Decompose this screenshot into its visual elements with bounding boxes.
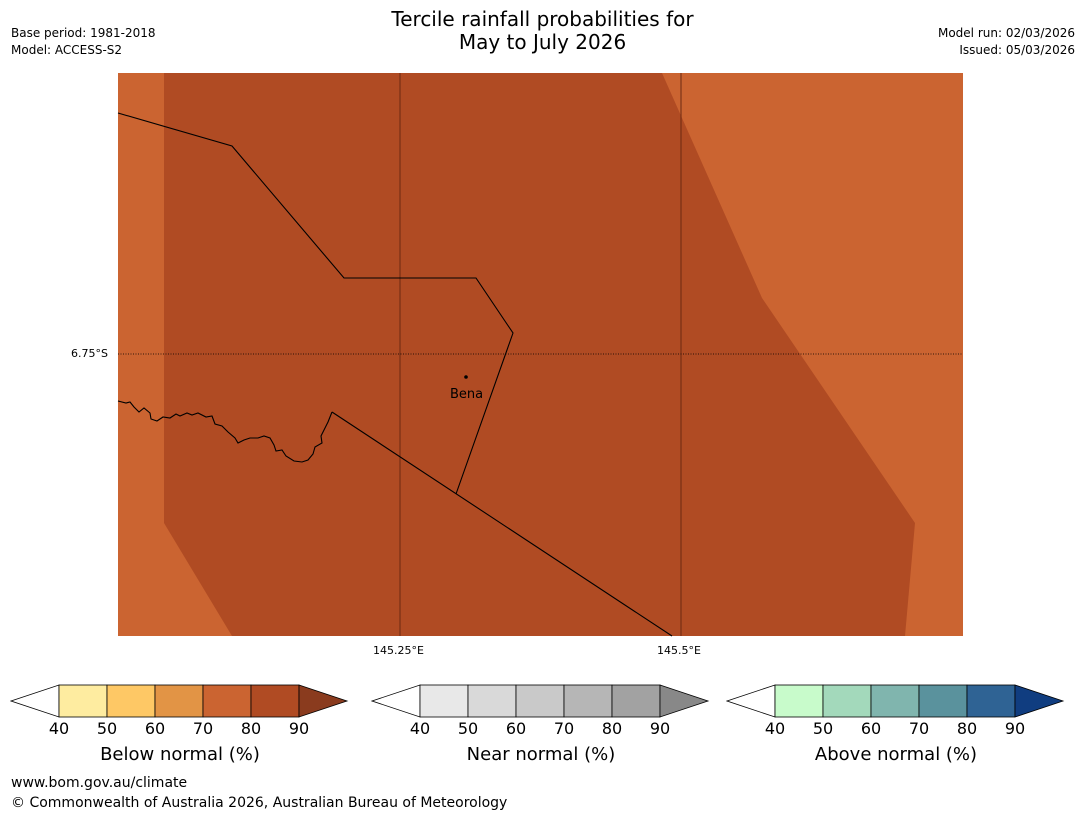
colorbar-above-normal-extend-low	[726, 684, 776, 718]
colorbar-below-normal-tick: 60	[144, 719, 166, 738]
colorbar-above-normal-label: Above normal (%)	[814, 744, 978, 765]
colorbar-below-normal-swatches	[10, 684, 349, 718]
colorbar-above-normal-tick: 40	[764, 719, 786, 738]
issued-date: Issued: 05/03/2026	[959, 43, 1075, 57]
latitude-label: 6.75°S	[71, 347, 108, 360]
colorbar-below-normal-tick: 80	[240, 719, 262, 738]
province-border-south	[331, 411, 673, 637]
colorbar-below-normal-tick: 90	[288, 719, 310, 738]
colorbar-near-normal-extend-high	[659, 684, 710, 718]
colorbar-below-normal-extend-low	[10, 684, 60, 718]
province-border	[117, 112, 514, 495]
colorbar-near-normal-tick: 60	[505, 719, 527, 738]
colorbar-near-normal-label: Near normal (%)	[466, 744, 616, 765]
colorbar-above-normal-segment	[966, 684, 1016, 718]
colorbar-below-normal-segment	[58, 684, 108, 718]
colorbar-above-normal-extend-high	[1014, 684, 1065, 718]
colorbar-near-normal-tick: 80	[601, 719, 623, 738]
colorbar-above-normal-tick: 60	[860, 719, 882, 738]
colorbar-near-normal-tick: 50	[457, 719, 479, 738]
colorbar-below-normal-tick: 70	[192, 719, 214, 738]
colorbar-above-normal: Above normal (%) 40 50 60 70 80 90	[726, 684, 1066, 774]
colorbar-near-normal-segment	[419, 684, 469, 718]
colorbar-above-normal-tick: 80	[956, 719, 978, 738]
colorbar-above-normal-segment	[918, 684, 968, 718]
place-label-bena: Bena	[450, 387, 484, 402]
title-line-1: Tercile rainfall probabilities for	[391, 7, 694, 31]
footer-copyright: © Commonwealth of Australia 2026, Austra…	[11, 795, 508, 811]
colorbar-near-normal-segment	[611, 684, 661, 718]
colorbar-above-normal-swatches	[726, 684, 1065, 718]
colorbar-above-normal-tick: 70	[908, 719, 930, 738]
longitude-label-145-25: 145.25°E	[373, 644, 424, 657]
page-title: Tercile rainfall probabilities for May t…	[0, 8, 1085, 54]
meta-right: Model run: 02/03/2026 Issued: 05/03/2026	[938, 25, 1075, 59]
colorbar-below-normal-segment	[106, 684, 156, 718]
bena-marker	[464, 375, 468, 379]
colorbar-near-normal-segment	[515, 684, 565, 718]
colorbar-near-normal-tick: 40	[409, 719, 431, 738]
colorbar-above-normal-tick: 90	[1004, 719, 1026, 738]
model-name: Model: ACCESS-S2	[11, 43, 123, 57]
river-border	[117, 400, 333, 463]
colorbar-below-normal-label: Below normal (%)	[100, 744, 260, 765]
meta-left: Base period: 1981-2018 Model: ACCESS-S2	[11, 25, 156, 59]
title-line-2: May to July 2026	[458, 30, 627, 54]
colorbar-below-normal-tick: 40	[48, 719, 70, 738]
colorbar-below-normal-tick: 50	[96, 719, 118, 738]
colorbar-near-normal-segment	[563, 684, 613, 718]
colorbar-below-normal-segment	[250, 684, 300, 718]
probability-map	[117, 73, 963, 637]
colorbar-near-normal: Near normal (%) 40 50 60 70 80 90	[371, 684, 711, 774]
footer-url[interactable]: www.bom.gov.au/climate	[11, 775, 188, 791]
colorbar-near-normal-tick: 70	[553, 719, 575, 738]
model-run-date: Model run: 02/03/2026	[937, 26, 1075, 40]
colorbar-above-normal-segment	[822, 684, 872, 718]
colorbar-near-normal-tick: 90	[649, 719, 671, 738]
colorbar-above-normal-segment	[870, 684, 920, 718]
colorbar-below-normal-extend-high	[298, 684, 349, 718]
colorbar-near-normal-swatches	[371, 684, 710, 718]
longitude-label-145-5: 145.5°E	[657, 644, 701, 657]
colorbar-above-normal-segment	[774, 684, 824, 718]
base-period: Base period: 1981-2018	[11, 26, 156, 40]
colorbar-below-normal-segment	[154, 684, 204, 718]
colorbar-below-normal-segment	[202, 684, 252, 718]
map-region-80-90	[164, 73, 915, 636]
colorbar-above-normal-tick: 50	[812, 719, 834, 738]
colorbar-below-normal: Below normal (%) 40 50 60 70 80 90	[10, 684, 350, 774]
colorbar-near-normal-segment	[467, 684, 517, 718]
colorbar-near-normal-extend-low	[371, 684, 421, 718]
